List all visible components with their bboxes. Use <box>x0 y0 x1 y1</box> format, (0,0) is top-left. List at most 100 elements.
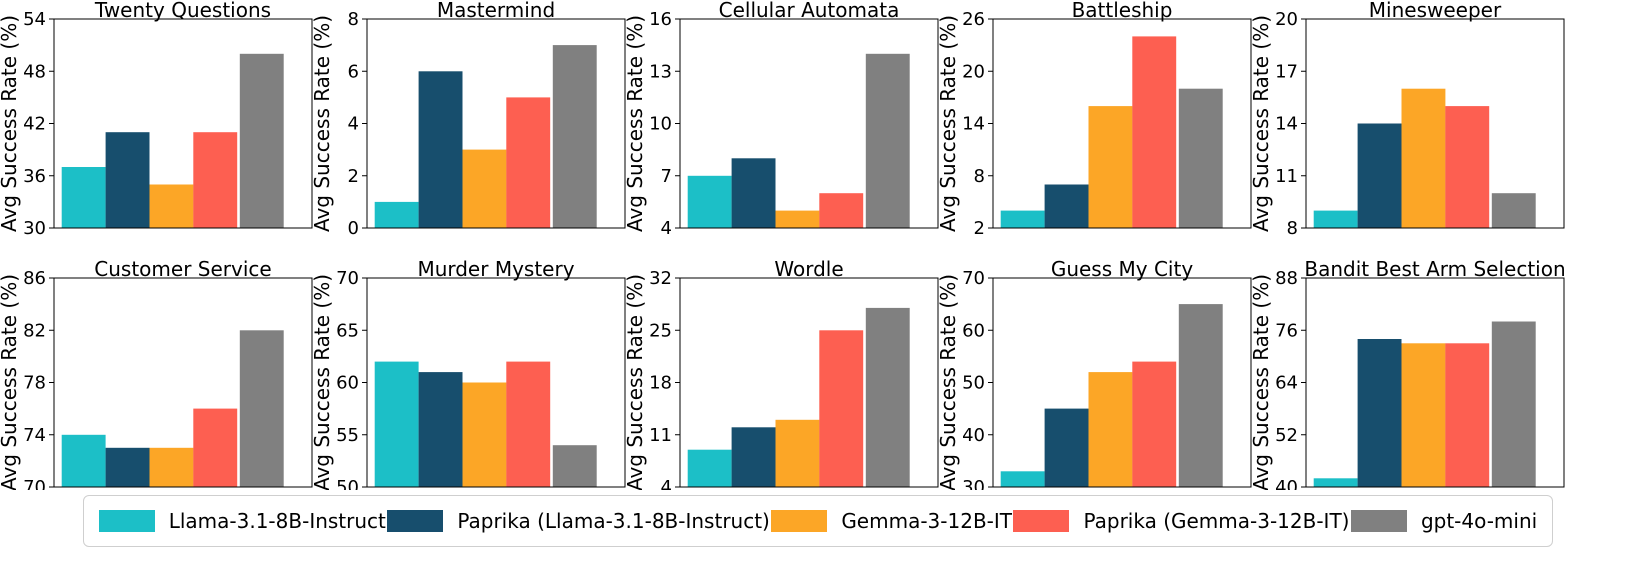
bar-minesweeper-1 <box>1313 210 1358 228</box>
legend-swatch-gemma <box>771 510 828 532</box>
legend-item-gemma: Gemma-3-12B-IT <box>771 509 1012 533</box>
ytick-label: 64 <box>1275 373 1298 394</box>
bar-mastermind-4 <box>506 97 551 229</box>
panel-twenty-questions: 30 36 42 48 54 Twenty Questions Avg Success Ra… <box>0 0 313 239</box>
y-axis-label-mastermind: Avg Success Rate (%) <box>310 15 334 232</box>
ytick-label: 54 <box>23 9 46 30</box>
ytick-label: 26 <box>962 9 985 30</box>
bar-twenty-questions-2 <box>105 132 150 228</box>
bar-mastermind-5 <box>552 45 597 228</box>
panel-title-battleship: Battleship <box>1072 0 1173 22</box>
bar-battleship-2 <box>1044 184 1089 228</box>
ytick-label: 86 <box>23 268 46 289</box>
panel-title-murder-mystery: Murder Mystery <box>417 257 574 281</box>
bar-cellular-automata-2 <box>731 158 776 228</box>
panel-title-cellular-automata: Cellular Automata <box>719 0 900 22</box>
bar-cellular-automata-4 <box>819 193 864 228</box>
bar-customer-service-3 <box>149 447 194 487</box>
bar-mastermind-1 <box>374 201 419 228</box>
legend-label-gpt-4o-mini: gpt-4o-mini <box>1420 509 1538 533</box>
ytick-label: 13 <box>649 61 672 82</box>
bar-twenty-questions-3 <box>149 184 194 228</box>
bar-wordle-3 <box>775 419 820 487</box>
y-axis-label-murder-mystery: Avg Success Rate (%) <box>310 274 334 490</box>
ytick-label: 40 <box>1275 477 1298 490</box>
legend-item-paprika-llama: Paprika (Llama-3.1-8B-Instruct) <box>387 509 770 533</box>
panel-title-twenty-questions: Twenty Questions <box>94 0 271 22</box>
ytick-label: 10 <box>649 114 672 135</box>
y-axis-label-bandit-best-arm-selection: Avg Success Rate (%) <box>1249 274 1273 490</box>
bar-mastermind-2 <box>418 71 463 229</box>
panel-title-guess-my-city: Guess My City <box>1051 257 1193 281</box>
legend-label-paprika-gemma: Paprika (Gemma-3-12B-IT) <box>1083 509 1350 533</box>
panel-guess-my-city: 30 40 50 60 70 Guess My City Avg Success Rate … <box>936 257 1252 490</box>
legend-label-gemma: Gemma-3-12B-IT <box>841 509 1012 533</box>
panel-title-minesweeper: Minesweeper <box>1369 0 1502 22</box>
ytick-label: 16 <box>649 9 672 30</box>
ytick-label: 4 <box>348 114 359 135</box>
bar-bandit-best-arm-selection-2 <box>1357 339 1402 487</box>
ytick-label: 20 <box>962 61 985 82</box>
bar-cellular-automata-3 <box>775 210 820 228</box>
y-axis-label-minesweeper: Avg Success Rate (%) <box>1249 15 1273 232</box>
ytick-label: 14 <box>962 114 985 135</box>
panel-title-mastermind: Mastermind <box>437 0 555 22</box>
bar-customer-service-4 <box>193 408 238 487</box>
ytick-label: 30 <box>23 218 46 239</box>
bar-wordle-2 <box>731 427 776 487</box>
bar-bandit-best-arm-selection-5 <box>1491 321 1536 487</box>
ytick-label: 50 <box>962 373 985 394</box>
bar-twenty-questions-4 <box>193 132 238 228</box>
bar-cellular-automata-5 <box>865 53 910 228</box>
bar-guess-my-city-3 <box>1088 372 1133 487</box>
ytick-label: 14 <box>1275 114 1298 135</box>
legend-swatch-gpt-4o-mini <box>1350 510 1407 532</box>
bar-murder-mystery-2 <box>418 372 463 487</box>
panel-cellular-automata: 4 7 10 13 16 Cellular Automata Avg Success Rat… <box>623 0 939 239</box>
y-axis-label-battleship: Avg Success Rate (%) <box>936 15 960 232</box>
bar-murder-mystery-3 <box>462 382 507 487</box>
bar-guess-my-city-5 <box>1178 304 1223 487</box>
ytick-label: 6 <box>348 61 359 82</box>
bar-minesweeper-3 <box>1401 88 1446 228</box>
legend-swatch-paprika-llama <box>387 510 444 532</box>
ytick-label: 88 <box>1275 268 1298 289</box>
ytick-label: 8 <box>1287 218 1298 239</box>
ytick-label: 70 <box>336 268 359 289</box>
panel-title-wordle: Wordle <box>774 257 843 281</box>
ytick-label: 7 <box>661 166 672 187</box>
bar-wordle-5 <box>865 307 910 487</box>
bar-battleship-4 <box>1132 36 1177 229</box>
bar-wordle-1 <box>687 449 732 487</box>
ytick-label: 18 <box>649 373 672 394</box>
legend-label-llama: Llama-3.1-8B-Instruct <box>168 509 386 533</box>
bar-battleship-5 <box>1178 88 1223 228</box>
panel-murder-mystery: 50 55 60 65 70 Murder Mystery Avg Success Rate… <box>310 257 626 490</box>
panel-customer-service: 70 74 78 82 86 Customer Service Avg Success Ra… <box>0 257 313 490</box>
ytick-label: 65 <box>336 320 359 341</box>
ytick-label: 20 <box>1275 9 1298 30</box>
bar-guess-my-city-4 <box>1132 361 1177 487</box>
ytick-label: 2 <box>974 218 985 239</box>
bar-bandit-best-arm-selection-3 <box>1401 343 1446 487</box>
ytick-label: 48 <box>23 61 46 82</box>
bar-customer-service-1 <box>61 434 106 488</box>
ytick-label: 40 <box>962 425 985 446</box>
bar-murder-mystery-5 <box>552 445 597 487</box>
ytick-label: 76 <box>1275 320 1298 341</box>
ytick-label: 25 <box>649 320 672 341</box>
panel-minesweeper: 8 11 14 17 20 Minesweeper Avg Success Rate (%) <box>1249 0 1565 239</box>
bar-battleship-3 <box>1088 106 1133 228</box>
ytick-label: 52 <box>1275 425 1298 446</box>
bar-guess-my-city-1 <box>1000 471 1045 487</box>
ytick-label: 74 <box>23 425 46 446</box>
ytick-label: 8 <box>348 9 359 30</box>
legend-item-paprika-gemma: Paprika (Gemma-3-12B-IT) <box>1013 509 1349 533</box>
ytick-label: 78 <box>23 373 46 394</box>
panel-title-bandit-best-arm-selection: Bandit Best Arm Selection <box>1304 257 1565 281</box>
ytick-label: 0 <box>348 218 359 239</box>
ytick-label: 4 <box>661 218 672 239</box>
ytick-label: 36 <box>23 166 46 187</box>
